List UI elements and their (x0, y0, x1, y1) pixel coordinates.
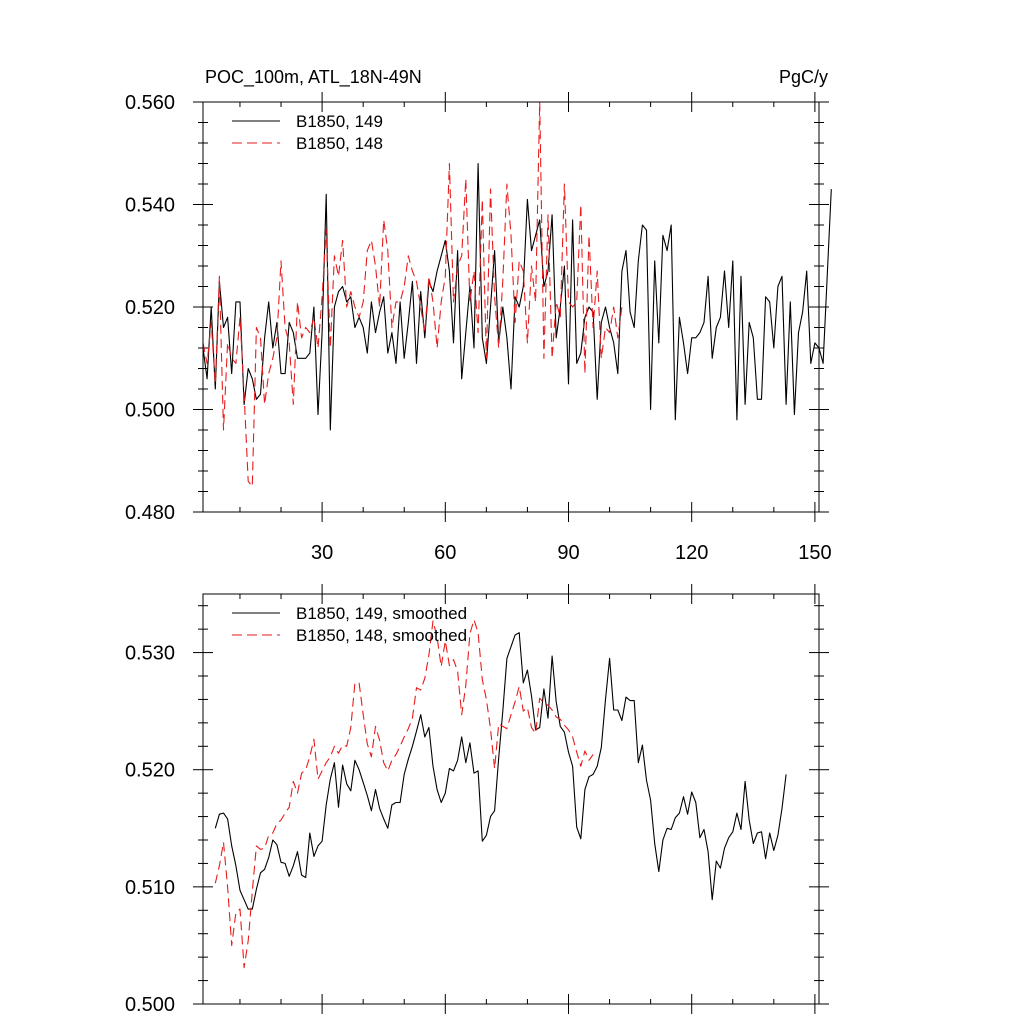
y-tick-label: 0.560 (125, 92, 175, 114)
bottom-series-lines (214, 619, 787, 969)
top-series-lines (202, 101, 832, 487)
chart-units: PgC/y (779, 67, 828, 87)
series-line-0 (214, 632, 787, 910)
chart-top: POC_100m, ATL_18N-49N PgC/y 30 60 90 120 150… (125, 67, 832, 564)
series-line-0 (202, 162, 832, 431)
top-ticks: 30 60 90 120 150 0.480 0.500 0.520 0.540 0.560 (125, 92, 832, 564)
y-tick-label: 0.520 (125, 760, 175, 782)
x-tick-label: 120 (675, 542, 708, 564)
top-legend: B1850, 149 B1850, 148 (232, 112, 383, 153)
x-tick-label: 60 (434, 542, 456, 564)
legend-label-bottom-0: B1850, 149, smoothed (296, 604, 467, 623)
series-line-1 (214, 619, 594, 969)
y-tick-label: 0.510 (125, 877, 175, 899)
y-tick-label: 0.500 (125, 994, 175, 1016)
x-tick-label: 90 (557, 542, 579, 564)
chart-bottom: 0.500 0.510 0.520 0.530 B1850, 149, smoothe… (125, 584, 829, 1016)
bottom-plot-frame (202, 593, 820, 1005)
legend-label-bottom-1: B1850, 148, smoothed (296, 626, 467, 645)
bottom-ticks: 0.500 0.510 0.520 0.530 (125, 584, 829, 1016)
y-tick-label: 0.500 (125, 400, 175, 422)
y-tick-label: 0.540 (125, 195, 175, 217)
legend-label-top-1: B1850, 148 (296, 134, 383, 153)
y-tick-label: 0.520 (125, 297, 175, 319)
x-tick-label: 150 (798, 542, 831, 564)
chart-title: POC_100m, ATL_18N-49N (205, 67, 422, 88)
series-line-1 (202, 101, 623, 487)
legend-label-top-0: B1850, 149 (296, 112, 383, 131)
y-tick-label: 0.480 (125, 502, 175, 524)
x-tick-label: 30 (311, 542, 333, 564)
y-tick-label: 0.530 (125, 643, 175, 665)
bottom-legend: B1850, 149, smoothed B1850, 148, smoothe… (232, 604, 467, 645)
top-plot-frame (202, 101, 820, 513)
